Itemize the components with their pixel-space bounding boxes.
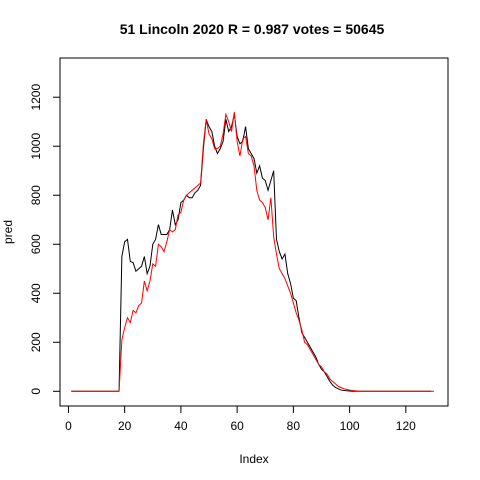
plot-frame <box>59 57 449 407</box>
y-axis-label: pred <box>1 220 15 244</box>
x-axis: 0 20 40 60 80 100 120 <box>65 405 416 433</box>
x-tick-label: 100 <box>340 419 360 433</box>
x-tick-label: 0 <box>65 419 72 433</box>
x-tick-label: 20 <box>118 419 132 433</box>
x-axis-label: Index <box>239 452 268 466</box>
y-tick-label: 1000 <box>29 133 43 160</box>
y-axis: 0 200 400 600 800 1000 1200 <box>29 84 61 395</box>
x-tick-label: 120 <box>396 419 416 433</box>
chart-title: 51 Lincoln 2020 R = 0.987 votes = 50645 <box>120 21 385 37</box>
y-tick-label: 800 <box>29 185 43 205</box>
y-tick-label: 400 <box>29 283 43 303</box>
series-layer <box>71 111 434 392</box>
x-tick-label: 40 <box>174 419 188 433</box>
series-line-2 <box>71 111 434 392</box>
y-tick-label: 0 <box>29 388 43 395</box>
y-tick-label: 200 <box>29 332 43 352</box>
y-tick-label: 600 <box>29 234 43 254</box>
x-tick-label: 80 <box>287 419 301 433</box>
x-tick-label: 60 <box>230 419 244 433</box>
y-tick-label: 1200 <box>29 84 43 111</box>
